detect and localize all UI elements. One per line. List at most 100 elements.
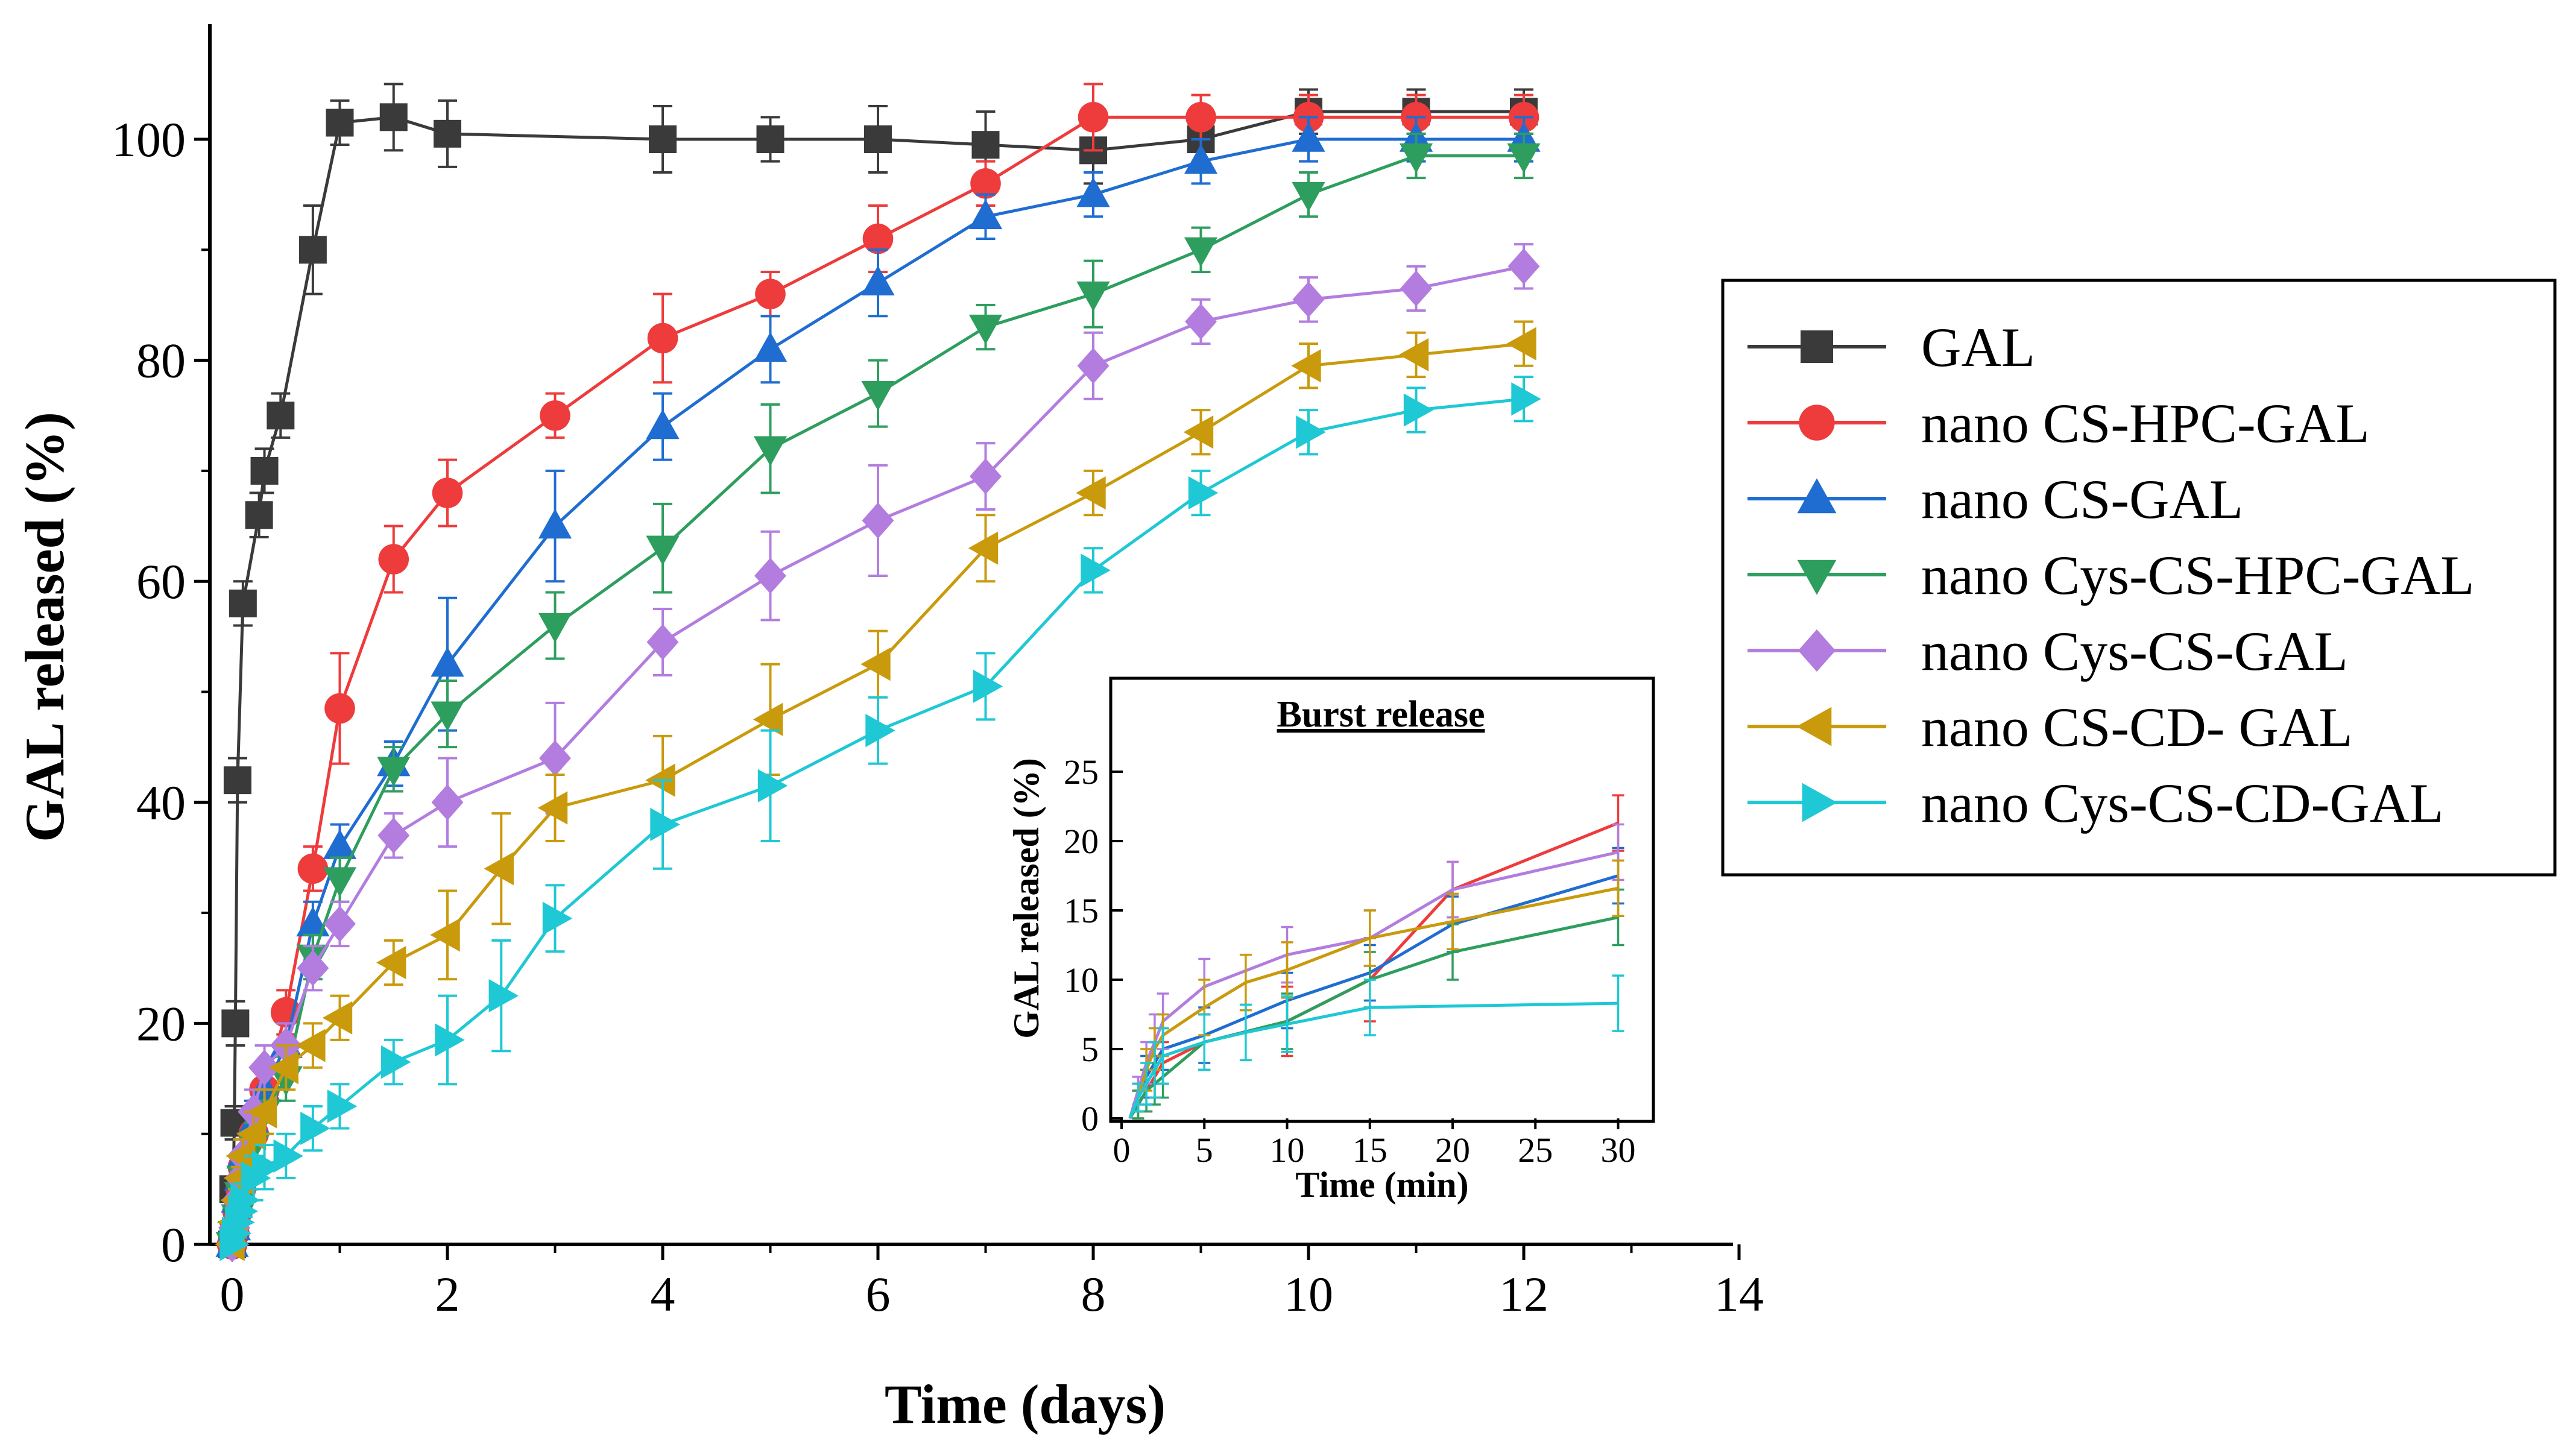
- y-tick-label: 0: [161, 1217, 186, 1272]
- data-point: [250, 456, 279, 485]
- data-point: [538, 508, 572, 539]
- data-point: [1076, 476, 1106, 510]
- inset-error-bar: [1363, 909, 1376, 967]
- data-point: [431, 701, 464, 731]
- data-point: [650, 807, 680, 842]
- data-point: [860, 648, 891, 681]
- data-point: [970, 458, 1002, 494]
- data-point: [484, 852, 514, 886]
- data-point: [377, 757, 411, 787]
- data-point: [862, 223, 894, 254]
- legend-item-nano-cys-cs-hpc-gal: nano Cys-CS-HPC-GAL: [1747, 544, 2474, 606]
- data-point: [295, 1029, 326, 1062]
- legend-item-nano-cs-gal: nano CS-GAL: [1747, 468, 2243, 530]
- data-point: [434, 119, 461, 148]
- inset-y-tick-label: 0: [1081, 1099, 1099, 1138]
- data-point: [297, 853, 329, 884]
- data-point: [755, 279, 786, 309]
- x-tick-label: 4: [651, 1267, 675, 1322]
- legend: GAL nano CS-HPC-GAL nano CS-GAL nano Cys-CS…: [1721, 279, 2557, 877]
- data-point: [298, 236, 327, 264]
- legend-label: nano Cys-CS-CD-GAL: [1921, 772, 2443, 834]
- inset-y-tick-label: 15: [1064, 891, 1099, 930]
- data-point: [247, 1095, 277, 1129]
- inset-error-bar: [1239, 1003, 1252, 1062]
- data-point: [1184, 143, 1218, 174]
- inset-error-bar: [1148, 1041, 1161, 1099]
- inset-error-bar: [1140, 1062, 1153, 1106]
- data-point: [377, 817, 410, 854]
- inset-error-bar: [1447, 892, 1459, 951]
- data-point: [971, 131, 1000, 159]
- data-point: [968, 314, 1003, 345]
- legend-item-nano-cys-cs-cd-gal: nano Cys-CS-CD-GAL: [1747, 772, 2443, 834]
- inset-x-tick-label: 25: [1518, 1130, 1553, 1170]
- data-point: [327, 1089, 358, 1123]
- data-point: [753, 436, 788, 466]
- data-point: [1078, 102, 1109, 133]
- series-nano-cys-cs-cd-gal: [219, 376, 1541, 1261]
- legend-swatch-marker: [1797, 560, 1837, 595]
- data-point: [236, 1117, 267, 1151]
- x-tick-label: 0: [220, 1267, 245, 1322]
- legend-label: nano CS-HPC-GAL: [1921, 392, 2370, 454]
- legend-label: nano Cys-CS-GAL: [1921, 620, 2348, 682]
- y-tick-label: 40: [136, 775, 186, 830]
- inset-series-nano-cys-cs-cd-gal: [1128, 974, 1624, 1119]
- data-point: [973, 669, 1003, 703]
- data-point: [753, 332, 788, 362]
- data-point: [1184, 237, 1218, 268]
- data-point: [1188, 476, 1219, 510]
- data-point: [248, 1049, 280, 1086]
- data-point: [245, 501, 273, 529]
- data-point: [1506, 327, 1536, 361]
- data-point: [970, 168, 1001, 199]
- data-point: [226, 1139, 256, 1173]
- data-point: [378, 544, 409, 575]
- data-point: [435, 1023, 465, 1057]
- data-point: [649, 125, 677, 153]
- legend-label: GAL: [1921, 317, 2035, 378]
- inset-x-tick-label: 10: [1270, 1130, 1305, 1170]
- inset-error-bar: [1132, 1082, 1144, 1113]
- y-tick-label: 60: [136, 554, 186, 609]
- data-point: [432, 478, 463, 508]
- legend-label: nano CS-GAL: [1921, 468, 2243, 530]
- legend-label: nano CS-CD- GAL: [1921, 696, 2353, 758]
- data-point: [488, 979, 519, 1013]
- data-point: [1292, 122, 1325, 152]
- data-point: [1291, 349, 1321, 383]
- x-tick-label: 2: [435, 1267, 460, 1322]
- data-point: [221, 1009, 250, 1038]
- inset-y-axis-title: GAL released (%): [1006, 758, 1046, 1039]
- inset-frame: [1109, 676, 1655, 1123]
- data-point: [1077, 347, 1110, 384]
- data-point: [431, 784, 464, 821]
- inset-y-tick-label: 20: [1064, 822, 1099, 861]
- data-point: [324, 693, 355, 724]
- data-point: [968, 199, 1003, 230]
- legend-swatch-marker: [1799, 405, 1835, 441]
- data-point: [754, 558, 786, 594]
- data-point: [323, 829, 357, 859]
- data-point: [756, 125, 784, 153]
- data-point: [1076, 281, 1110, 312]
- data-point: [223, 766, 251, 795]
- inset-x-tick-label: 30: [1601, 1130, 1636, 1170]
- inset-x-axis-title: Time (min): [1295, 1165, 1468, 1205]
- data-point: [268, 1051, 298, 1085]
- data-point: [379, 103, 408, 131]
- data-point: [542, 901, 573, 935]
- data-point: [1081, 553, 1111, 587]
- data-point: [862, 502, 894, 539]
- data-point: [539, 740, 571, 777]
- inset-series-line: [1128, 1001, 1618, 1119]
- data-point: [753, 702, 783, 736]
- inset-error-bar: [1198, 1013, 1211, 1071]
- inset-error-bar: [1612, 974, 1624, 1032]
- inset-y-tick-label: 5: [1081, 1030, 1099, 1069]
- inset-x-tick-label: 5: [1196, 1130, 1213, 1170]
- y-tick-label: 20: [136, 996, 186, 1051]
- data-point: [757, 769, 788, 802]
